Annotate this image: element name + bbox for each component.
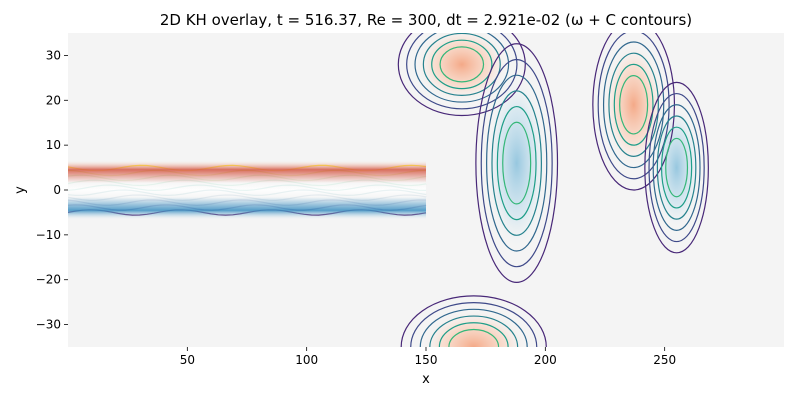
contour-line [486,74,548,252]
contour-line [602,41,665,169]
contour-line [656,115,697,220]
contour-line [429,315,519,347]
plot-area [68,33,784,347]
contour-line [660,126,693,209]
contour-line [491,90,542,236]
y-axis-label: y [13,186,28,194]
contour-line [648,92,705,243]
y-axis: −30 −20 −10 0 10 20 30 [36,48,68,332]
x-axis: 50 100 150 200 250 [180,347,676,367]
shear-layer [68,160,426,220]
x-tick-label: 250 [653,353,676,367]
contour-line [644,81,709,254]
vorticity-blob-positive [415,33,509,103]
contour-line [652,104,701,231]
contour-line [439,46,485,83]
contour-line [406,33,518,110]
contour-line [480,58,553,268]
contour-line [496,105,537,221]
shear-layer-band [68,160,426,220]
x-tick-label: 50 [180,353,195,367]
contour-line [414,33,510,103]
y-tick-label: 30 [46,48,61,62]
y-tick-label: 20 [46,93,61,107]
x-axis-label: x [422,372,430,387]
contour-line [410,302,538,347]
contour-line [422,33,501,96]
y-tick-label: −20 [36,273,61,287]
contour-line [431,39,493,90]
x-tick-label: 100 [295,353,318,367]
contour-line [608,52,659,157]
contour-line [400,295,547,347]
contour-line [448,328,500,347]
contour-line [619,75,649,135]
y-tick-label: −30 [36,318,61,332]
vorticity-blob-positive [603,41,664,168]
contour-line [438,322,509,347]
contour-line [597,33,670,180]
contour-line [613,63,654,146]
y-tick-label: 0 [53,183,61,197]
contour-line [502,121,532,205]
contour-line [665,137,689,198]
vorticity-blob-negative [653,104,700,231]
vorticity-blob-positive [420,309,528,347]
x-tick-label: 150 [415,353,438,367]
contour-line [419,308,528,347]
contour-line [475,43,559,284]
vorticity-field [415,33,700,347]
y-tick-label: 10 [46,138,61,152]
chart-title: 2D KH overlay, t = 516.37, Re = 300, dt … [160,11,692,29]
y-tick-label: −10 [36,228,61,242]
contour-line [397,33,526,117]
x-tick-label: 200 [534,353,557,367]
vorticity-blob-negative [486,75,547,252]
